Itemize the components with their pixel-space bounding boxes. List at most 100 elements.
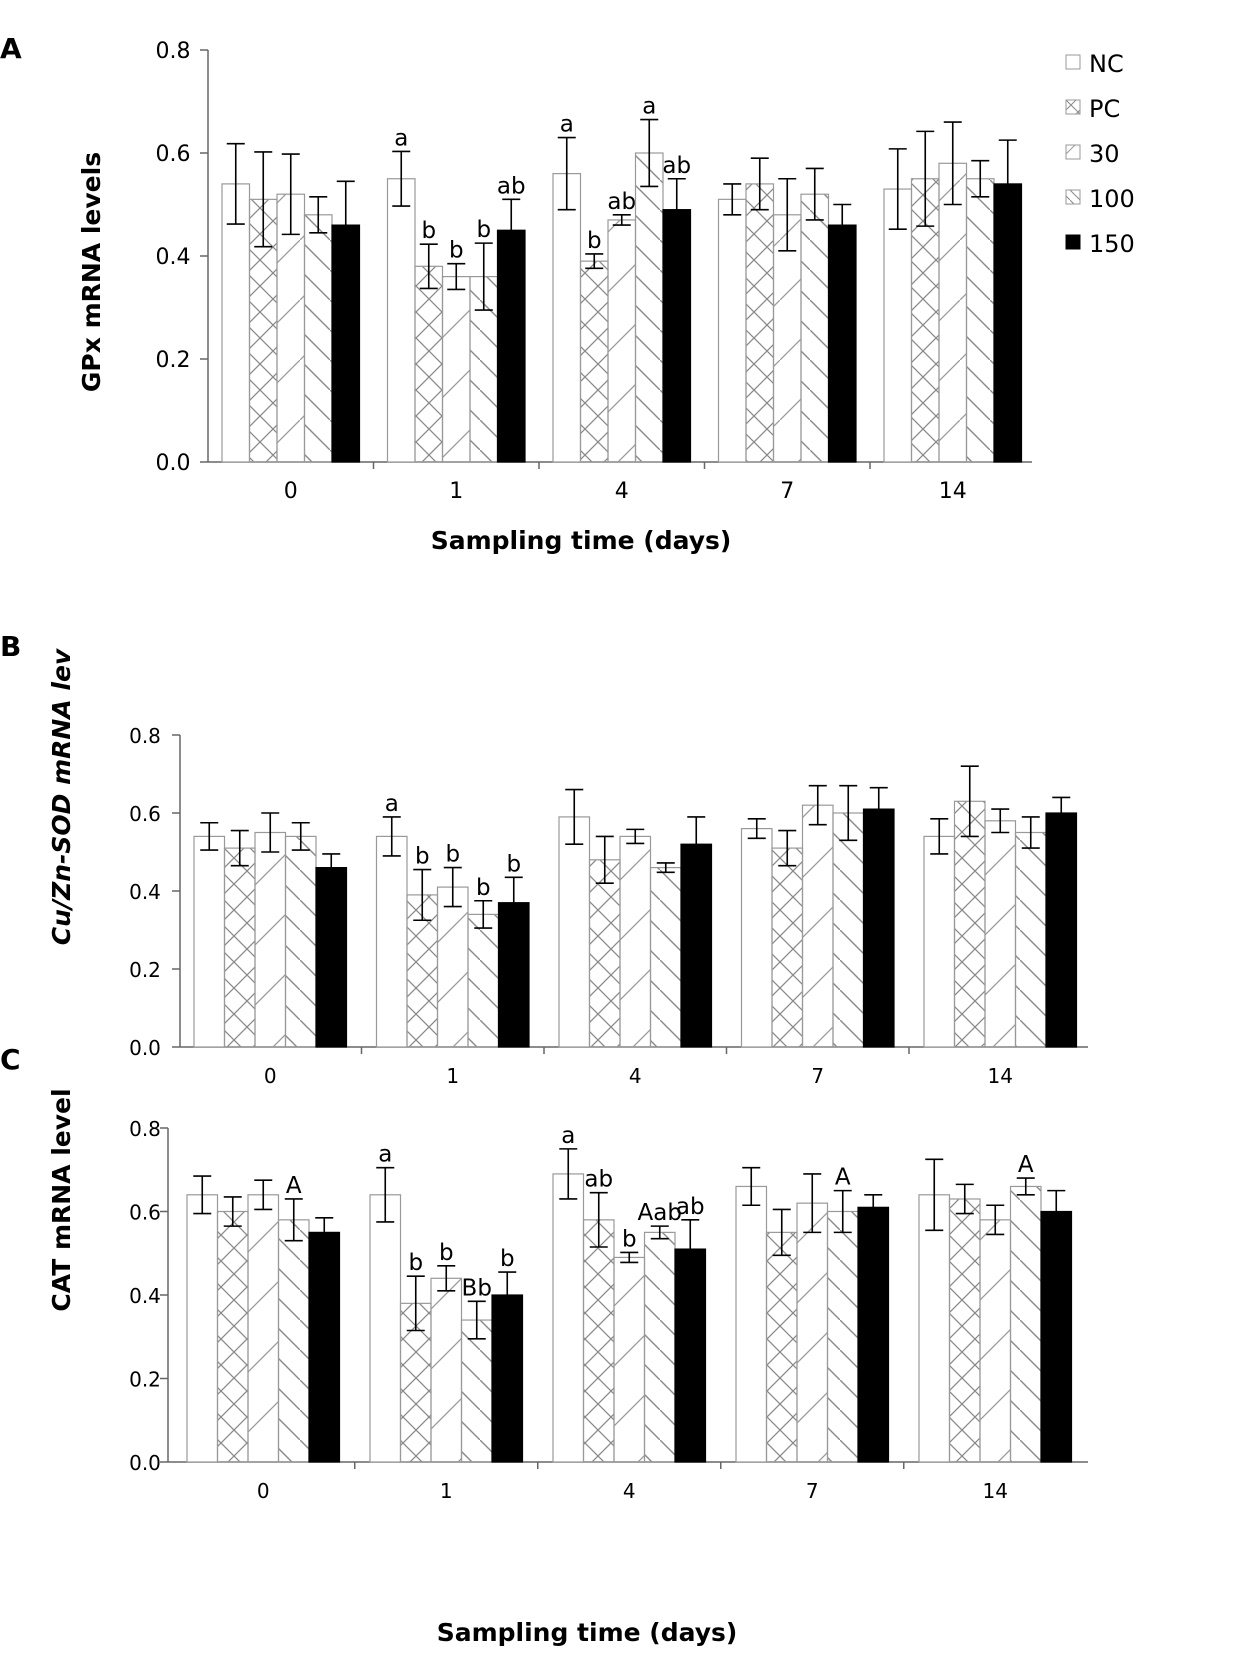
bar-30-day-14	[979, 1219, 1012, 1463]
error-bar	[498, 1271, 517, 1319]
error-bar	[474, 899, 493, 929]
legend-swatch-pc	[1065, 99, 1081, 115]
error-bar	[589, 1191, 608, 1248]
bar-30-day-4	[607, 219, 637, 463]
y-tick-label: 0.4	[129, 880, 161, 904]
error-bar	[960, 765, 979, 838]
bar-nc-day-0	[193, 835, 226, 1048]
bar-100-day-0	[284, 835, 317, 1048]
error-bar	[1021, 816, 1040, 849]
panel-a-ylabel: GPx mRNA levels	[77, 152, 106, 392]
error-bar	[443, 866, 462, 908]
bar-pc-day-1	[414, 265, 444, 463]
error-bar	[291, 821, 310, 851]
error-bar	[620, 1251, 639, 1264]
legend-label-100: 100	[1089, 185, 1135, 213]
error-bar	[223, 1196, 242, 1227]
bar-nc-day-7	[735, 1185, 768, 1463]
error-bar	[943, 121, 962, 206]
x-tick-label: 1	[440, 1479, 453, 1503]
bar-150-day-4	[680, 843, 713, 1048]
error-bar	[447, 262, 466, 291]
significance-label: b	[421, 218, 436, 244]
error-bar	[839, 784, 858, 842]
panel-b-chart: B Cu/Zn-SOD mRNA lev 0.00.20.40.60.80 1 4 7…	[0, 630, 1088, 1088]
bar-30-day-4	[613, 1256, 646, 1463]
significance-label: Aab	[638, 1200, 682, 1226]
error-bar	[1047, 1189, 1066, 1234]
bar-150-day-0	[315, 866, 348, 1048]
significance-label: b	[476, 875, 491, 901]
error-bar	[392, 150, 411, 207]
bar-100-day-14	[965, 178, 995, 463]
error-bar	[742, 1166, 761, 1207]
error-bar	[1052, 796, 1071, 830]
bar-100-day-7	[826, 1210, 859, 1463]
significance-label: a	[560, 112, 574, 138]
error-bar	[656, 862, 675, 874]
significance-label: ab	[676, 1194, 705, 1220]
error-bar	[833, 203, 852, 247]
y-tick-label: 0.0	[129, 1451, 161, 1475]
bar-30-day-0	[247, 1194, 280, 1463]
error-bar	[612, 214, 631, 226]
significance-label: a	[385, 791, 399, 817]
error-bar	[1016, 1177, 1035, 1196]
bar-pc-day-4	[588, 859, 621, 1048]
bar-150-day-7	[827, 224, 857, 463]
bar-150-day-14	[993, 183, 1023, 463]
legend-label-30: 30	[1089, 140, 1120, 168]
error-bar	[778, 177, 797, 252]
x-tick-label: 1	[446, 1064, 459, 1088]
error-bar	[376, 1166, 395, 1223]
bar-nc-day-0	[221, 183, 251, 463]
bar-100-day-4	[643, 1231, 676, 1463]
legend-swatch-100	[1065, 189, 1081, 205]
bar-nc-day-14	[918, 1194, 951, 1463]
bar-pc-day-7	[745, 183, 775, 463]
bar-nc-day-7	[717, 198, 747, 463]
significance-label: A	[286, 1173, 302, 1199]
bar-30-day-7	[801, 804, 834, 1048]
error-bar	[667, 177, 686, 242]
bar-150-day-7	[857, 1206, 890, 1463]
bar-pc-day-4	[579, 260, 609, 463]
error-bar	[681, 1219, 700, 1280]
legend-label-pc: PC	[1089, 95, 1120, 123]
bar-150-day-1	[496, 229, 526, 463]
significance-label: b	[445, 842, 460, 868]
error-bar	[864, 1194, 883, 1221]
bar-100-day-1	[460, 1319, 493, 1463]
significance-label: b	[449, 238, 464, 264]
panel-c-letter: C	[0, 1043, 21, 1076]
bar-100-day-14	[1009, 1185, 1042, 1463]
y-tick-label: 0.2	[156, 348, 191, 373]
error-bar	[309, 195, 328, 234]
x-tick-label: 4	[615, 479, 629, 504]
panel-a-letter: A	[0, 32, 22, 65]
error-bar	[930, 818, 949, 855]
x-tick-label: 1	[449, 479, 463, 504]
error-bar	[595, 835, 614, 885]
significance-label: ab	[662, 153, 691, 179]
error-bar	[750, 157, 769, 211]
y-tick-label: 0.4	[156, 245, 191, 270]
significance-label: b	[500, 1246, 515, 1272]
error-bar	[281, 153, 300, 236]
legend-swatch-150	[1065, 234, 1081, 250]
significance-label: ab	[584, 1167, 613, 1193]
bar-100-day-0	[303, 214, 333, 463]
x-tick-label: 0	[264, 1064, 277, 1088]
legend-swatch-nc	[1065, 54, 1081, 70]
error-bar	[640, 118, 659, 188]
legend-label-nc: NC	[1089, 50, 1124, 78]
y-tick-label: 0.6	[129, 1201, 161, 1225]
bar-pc-day-14	[948, 1198, 981, 1463]
bar-100-day-0	[277, 1219, 310, 1463]
error-bar	[626, 828, 645, 845]
significance-label: a	[642, 94, 656, 120]
error-bar	[406, 1275, 425, 1332]
bar-pc-day-1	[406, 894, 439, 1048]
